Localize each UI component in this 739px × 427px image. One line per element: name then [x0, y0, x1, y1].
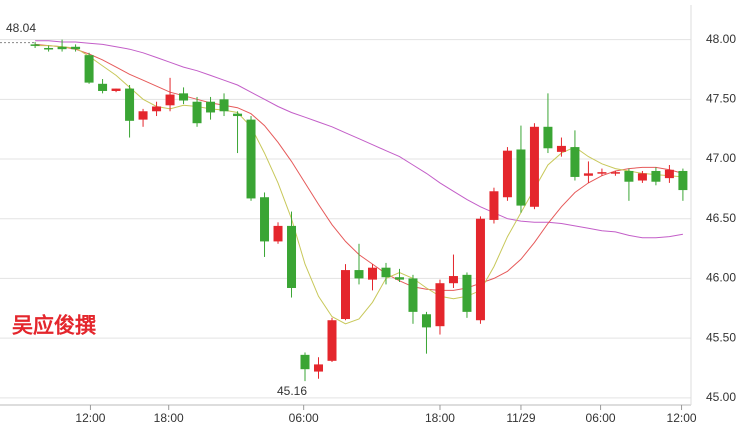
low-label: 45.16 [277, 384, 307, 398]
candle-body [138, 111, 148, 120]
candle-body [475, 218, 485, 321]
x-tick-label: 11/29 [506, 411, 535, 425]
candle-body [327, 320, 337, 361]
candle-body [448, 276, 458, 284]
candle-body [556, 145, 566, 152]
candle-body [246, 119, 256, 199]
candle-body [30, 44, 40, 46]
candle-body [367, 267, 377, 280]
x-tick-label: 12:00 [75, 411, 105, 425]
candle-body [543, 126, 553, 149]
candle-body [502, 150, 512, 198]
watermark: 吴应俊撰 [12, 314, 96, 338]
y-tick-label: 46.50 [706, 211, 736, 225]
candle-body [381, 267, 391, 278]
candle-body [408, 278, 418, 312]
y-tick-label: 45.50 [706, 330, 736, 344]
candle-body [570, 147, 580, 177]
x-tick-label: 18:00 [425, 411, 455, 425]
candle-body [287, 225, 297, 288]
candle-body [219, 99, 229, 112]
y-tick-label: 46.00 [706, 271, 736, 285]
candle-body [44, 47, 54, 50]
x-tick-label: 18:00 [154, 411, 184, 425]
candle-body [341, 270, 350, 320]
y-tick-label: 48.00 [706, 32, 736, 46]
candle-body [394, 277, 404, 280]
candle-body [192, 101, 202, 124]
x-tick-label: 06:00 [586, 411, 616, 425]
candle-body [273, 225, 283, 242]
candle-body [354, 270, 364, 279]
candle-body [678, 170, 688, 191]
candle-body [651, 170, 661, 182]
y-tick-label: 47.50 [706, 92, 736, 106]
candle-body [462, 274, 472, 312]
candle-body [597, 172, 607, 174]
candle-body [260, 197, 270, 242]
candle-body [314, 364, 324, 372]
candle-body [583, 173, 593, 176]
x-tick-label: 06:00 [289, 411, 319, 425]
high-label: 48.04 [6, 21, 36, 35]
candle-body [421, 314, 431, 328]
candle-body [637, 173, 647, 181]
candle-body [624, 170, 634, 182]
candle-body [300, 354, 310, 370]
candle-body [516, 149, 526, 206]
candle-body [233, 113, 243, 117]
candle-body [529, 126, 539, 207]
candle-body [125, 88, 135, 121]
x-tick-label: 12:00 [667, 411, 697, 425]
y-tick-label: 47.00 [706, 151, 736, 165]
candle-body [152, 106, 162, 112]
candle-body [664, 169, 674, 179]
candle-body [98, 83, 108, 91]
candle-body [206, 101, 216, 113]
average-line [35, 40, 683, 239]
candle-body [435, 283, 445, 327]
y-tick-label: 45.00 [706, 390, 736, 404]
candle-body [57, 46, 67, 50]
candle-body [489, 191, 499, 220]
candle-body [71, 46, 81, 50]
candle-body [179, 93, 189, 101]
candle-body [165, 94, 175, 106]
candle-body [610, 172, 620, 174]
candle-body [111, 88, 121, 91]
candle-body [84, 55, 94, 83]
